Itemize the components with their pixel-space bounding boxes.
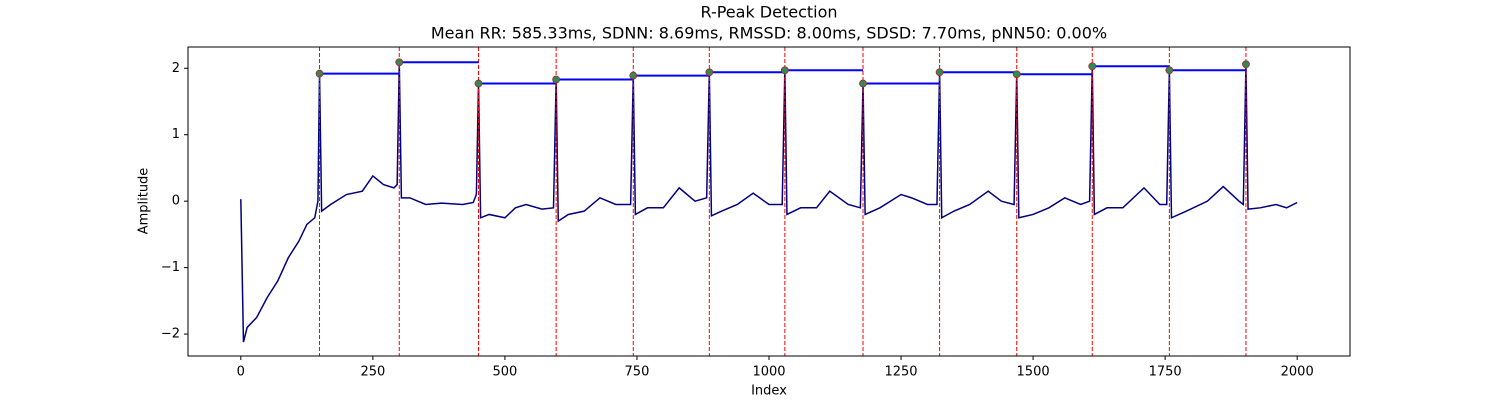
chart-subtitle: Mean RR: 585.33ms, SDNN: 8.69ms, RMSSD: … xyxy=(431,24,1107,43)
peak-point xyxy=(935,68,944,77)
x-tick-label: 250 xyxy=(360,365,385,380)
peak-point xyxy=(1242,60,1250,69)
peak-point xyxy=(315,69,324,78)
y-tick-label: 2 xyxy=(172,61,180,76)
peak-point xyxy=(1165,66,1174,75)
peak-point xyxy=(1088,62,1097,71)
x-tick-label: 0 xyxy=(237,365,245,380)
chart-title: R-Peak Detection xyxy=(700,3,837,22)
signal-line xyxy=(240,62,1298,343)
x-tick-label: 1500 xyxy=(1017,365,1050,380)
x-tick-label: 2000 xyxy=(1281,365,1314,380)
y-tick-label: 0 xyxy=(172,194,180,209)
y-tick-label: 1 xyxy=(172,127,180,142)
y-tick-label: −2 xyxy=(161,327,180,342)
x-tick-label: 1250 xyxy=(884,365,917,380)
peak-point xyxy=(780,66,789,75)
x-tick-label: 750 xyxy=(625,365,650,380)
peak-point xyxy=(705,68,714,77)
x-tick-label: 500 xyxy=(492,365,517,380)
peak-point xyxy=(395,58,404,67)
peak-point xyxy=(629,71,638,80)
x-tick-label: 1000 xyxy=(752,365,785,380)
plot-frame xyxy=(187,46,1351,357)
peak-point xyxy=(859,79,867,88)
peak-point xyxy=(552,75,561,84)
y-tick-label: −1 xyxy=(161,260,180,275)
x-tick-label: 1750 xyxy=(1149,365,1182,380)
x-axis-label: Index xyxy=(751,384,787,399)
peak-point xyxy=(1012,70,1021,79)
y-axis-label: Amplitude xyxy=(137,168,152,235)
peak-point xyxy=(474,79,483,88)
